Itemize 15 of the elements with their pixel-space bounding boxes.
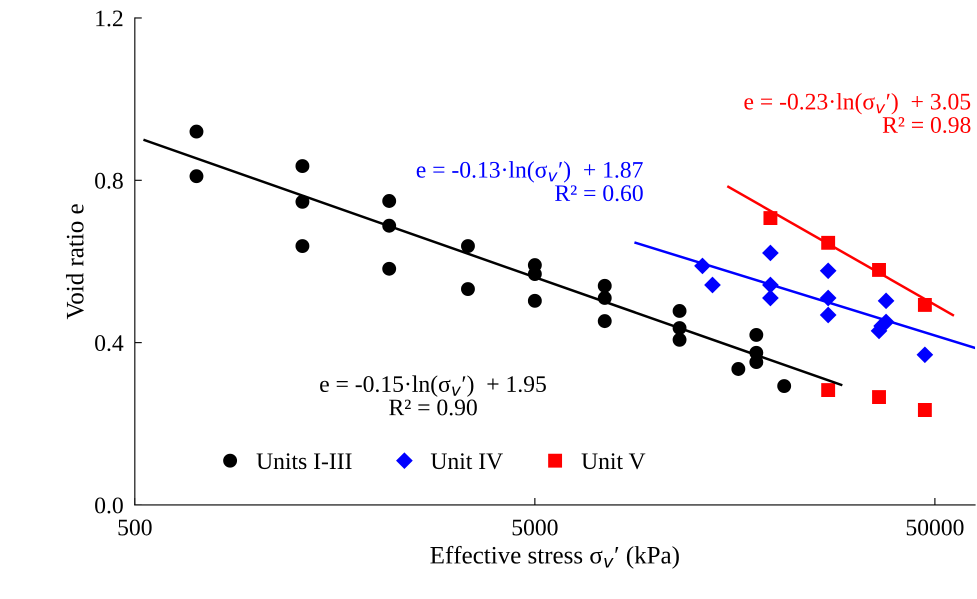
x-tick-label: 500 <box>118 520 152 536</box>
y-tick-label: 0.8 <box>95 172 123 189</box>
legend-label: Units I-III <box>256 453 352 470</box>
y-tick-label: 0.0 <box>95 497 123 514</box>
x-tick-label: 5000 <box>512 520 558 536</box>
legend-label: Unit IV <box>430 453 503 470</box>
y-tick-label: 0.4 <box>95 335 124 352</box>
y-axis-title: Void ratio e <box>66 204 84 320</box>
x-axis-title: Effective stress σ$_{v}$′ (kPa) <box>430 546 679 569</box>
x-tick-label: 50000 <box>906 520 964 536</box>
annotation: e = -0.23·ln(σ$_{v}$′) + 3.05 R² = 0.98 <box>744 92 970 134</box>
legend-label: Unit V <box>582 453 646 470</box>
y-tick-label: 1.2 <box>96 10 122 26</box>
annotation: e = -0.13·ln(σ$_{v}$′) + 1.87 R² = 0.60 <box>416 161 643 202</box>
annotation: e = -0.15·ln(σ$_{v}$′) + 1.95 R² = 0.90 <box>320 375 546 416</box>
